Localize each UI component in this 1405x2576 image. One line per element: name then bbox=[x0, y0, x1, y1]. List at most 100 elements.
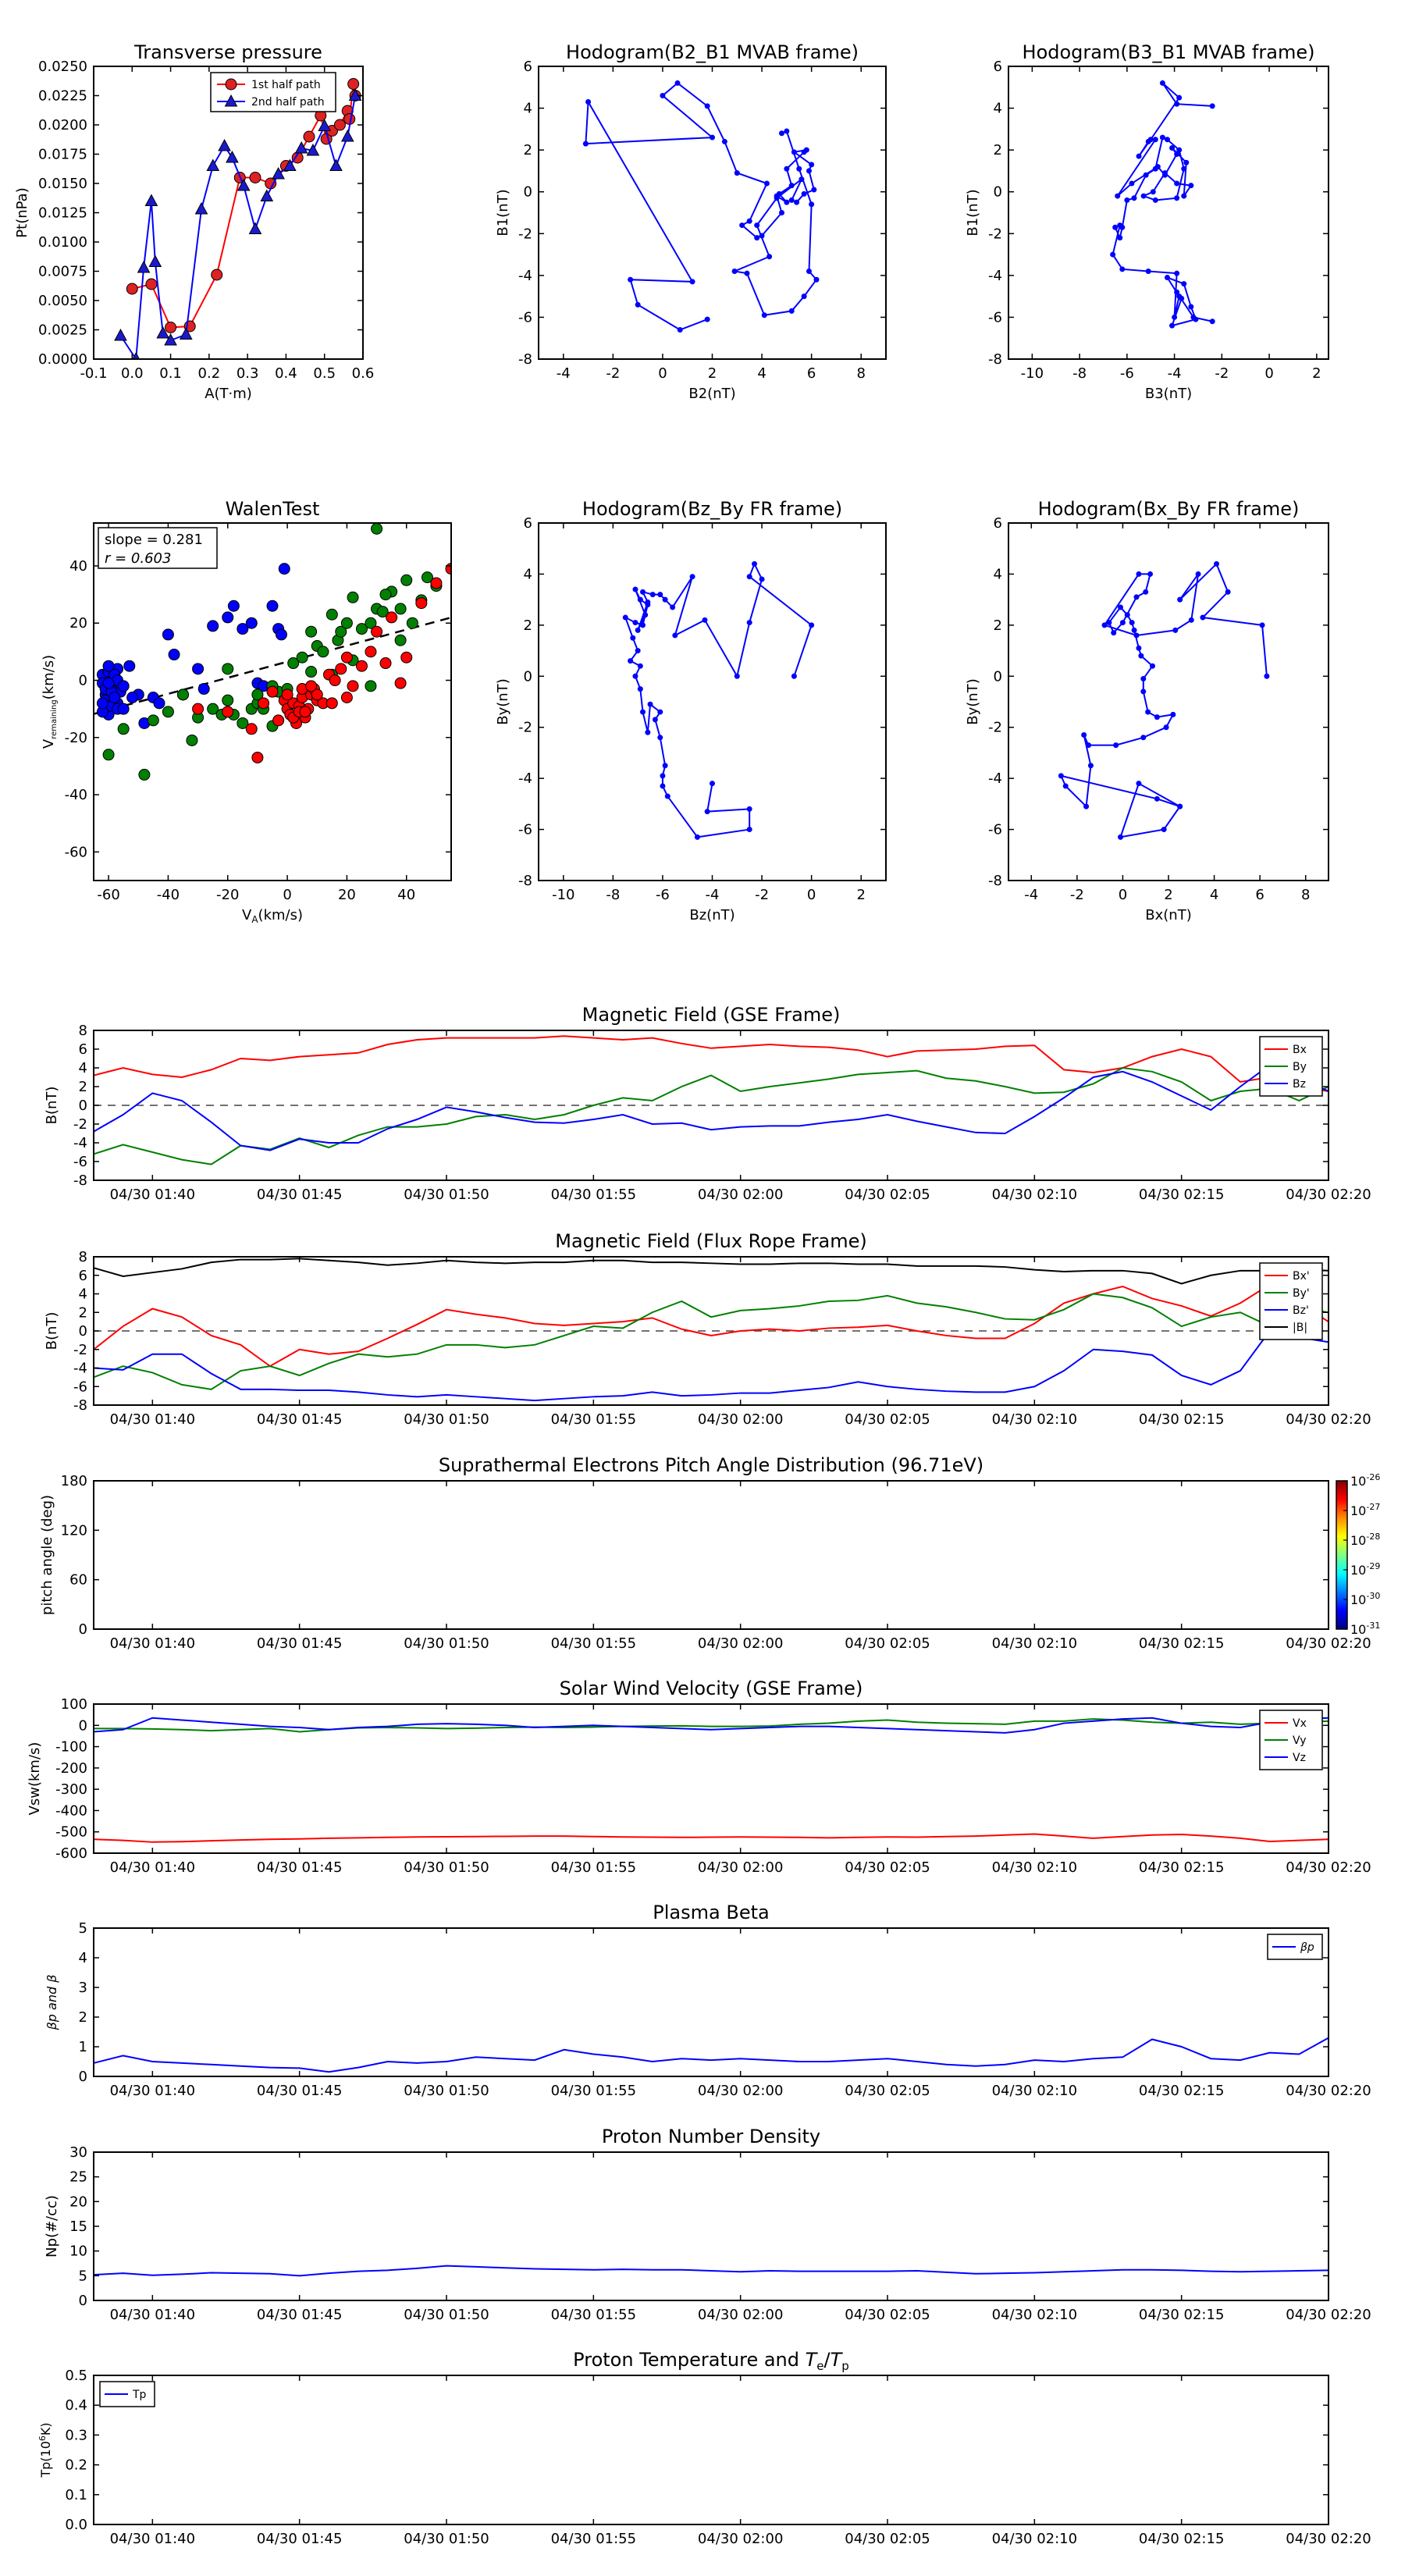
hod4-point bbox=[1111, 630, 1117, 636]
walen-point bbox=[102, 677, 115, 689]
tp-xtick-label: 04/30 01:55 bbox=[551, 2531, 636, 2547]
hod3-point bbox=[657, 592, 663, 598]
walen-point bbox=[237, 717, 249, 729]
walen-title: WalenTest bbox=[226, 498, 320, 520]
panel-mag_gse: Magnetic Field (GSE Frame) 04/30 01:40 04/… bbox=[44, 1004, 1371, 1203]
hod4-xtick-label: 2 bbox=[1164, 887, 1172, 903]
pad-colorbar-label-exp: -27 bbox=[1366, 1502, 1380, 1512]
hod3-ytick-label: 2 bbox=[524, 617, 532, 634]
tp-title-slash: / bbox=[824, 2349, 831, 2371]
np-series-Np bbox=[94, 2265, 1329, 2277]
hod1-point bbox=[734, 170, 740, 176]
hod3-point bbox=[645, 729, 651, 735]
walen-point bbox=[192, 703, 205, 715]
beta-frame bbox=[93, 1927, 1329, 2077]
hod4-point bbox=[1259, 622, 1265, 628]
pad-colorbar-label: 10-26 bbox=[1350, 1472, 1380, 1489]
hod4-point bbox=[1086, 742, 1091, 749]
mag_gse-legend-label: Bz bbox=[1293, 1078, 1306, 1091]
hod2-point bbox=[1176, 147, 1183, 153]
np-frame bbox=[93, 2151, 1329, 2301]
hod2-xtick-label: -4 bbox=[1168, 365, 1182, 382]
walen-point bbox=[272, 714, 285, 727]
hod1-xtick-label: 4 bbox=[757, 365, 766, 382]
hod3-point bbox=[672, 632, 678, 639]
hod4-point bbox=[1170, 711, 1176, 717]
panel-vsw: Solar Wind Velocity (GSE Frame) 04/30 01:… bbox=[27, 1678, 1371, 1876]
panel-pad: Suprathermal Electrons Pitch Angle Distr… bbox=[39, 1454, 1380, 1652]
hod4-point bbox=[1124, 612, 1130, 618]
hod2-point bbox=[1183, 159, 1190, 165]
tp-title-t1: T bbox=[806, 2349, 819, 2371]
mag_fr-ytick-label: 0 bbox=[79, 1323, 87, 1340]
pad-colorbar-label-exp: -31 bbox=[1366, 1621, 1380, 1631]
tp-point bbox=[249, 172, 261, 183]
pad-xtick-label: 04/30 01:55 bbox=[551, 1635, 636, 1652]
mag_fr-xtick-label: 04/30 01:50 bbox=[404, 1411, 489, 1428]
hod3-xtick-label: -6 bbox=[656, 887, 670, 903]
hod1-xlabel: B2(nT) bbox=[688, 386, 735, 402]
panel-beta: Plasma Beta 04/30 01:40 04/30 01:45 04/30 0… bbox=[44, 1902, 1371, 2099]
vsw-legend-label: Vz bbox=[1293, 1752, 1306, 1764]
hod2-xtick-label: 0 bbox=[1264, 365, 1273, 382]
tp-xtick-label: 0.0 bbox=[121, 365, 144, 382]
pad-xtick-label: 04/30 02:00 bbox=[698, 1635, 783, 1652]
tp-ytick-label: 0.0175 bbox=[38, 147, 87, 163]
hod4-ytick-label: 4 bbox=[994, 566, 1002, 582]
hod1-ytick-label: 6 bbox=[524, 59, 532, 75]
hod2-ylabel: B1(nT) bbox=[965, 189, 981, 236]
walen-xlabel-main: V bbox=[242, 907, 252, 923]
hod4-xtick-label: 0 bbox=[1119, 887, 1127, 903]
mag_fr-ytick-label: -2 bbox=[73, 1342, 87, 1358]
hod3-point bbox=[632, 586, 638, 592]
beta-xtick-label: 04/30 01:55 bbox=[551, 2083, 636, 2099]
walen-ytick-label: -60 bbox=[65, 844, 87, 860]
tp-xtick-label: 0.5 bbox=[313, 365, 336, 382]
tp-xtick-label: 04/30 01:40 bbox=[110, 2531, 195, 2547]
tp-ytick-label: 0.0000 bbox=[38, 351, 87, 368]
pad-xtick-label: 04/30 01:50 bbox=[404, 1635, 489, 1652]
vsw-title: Solar Wind Velocity (GSE Frame) bbox=[560, 1678, 863, 1699]
walen-xlabel-sub: A bbox=[251, 914, 258, 925]
mag_fr-legend-label: By' bbox=[1293, 1287, 1310, 1300]
mag_gse-ytick-label: -2 bbox=[73, 1116, 87, 1133]
hod2-point bbox=[1150, 189, 1156, 195]
tp-ytick-label: 0.0225 bbox=[38, 88, 87, 105]
hod1-point bbox=[776, 190, 782, 197]
vsw-xtick-label: 04/30 01:55 bbox=[551, 1859, 636, 1876]
hod4-plot-area bbox=[1058, 560, 1270, 840]
hod2-frame bbox=[1008, 66, 1329, 360]
beta-xtick-label: 04/30 02:10 bbox=[992, 2083, 1077, 2099]
tp-point bbox=[137, 260, 151, 273]
mag_gse-series-By bbox=[94, 1066, 1329, 1165]
mag_gse-xtick-label: 04/30 02:00 bbox=[698, 1187, 783, 1203]
mag_fr-xtick-label: 04/30 01:45 bbox=[257, 1411, 342, 1428]
mag_fr-title: Magnetic Field (Flux Rope Frame) bbox=[555, 1230, 866, 1252]
np-ytick-label: 5 bbox=[79, 2268, 87, 2284]
np-xtick-label: 04/30 02:10 bbox=[992, 2307, 1077, 2323]
hod4-point bbox=[1058, 773, 1064, 779]
hod1-ytick-label: 0 bbox=[524, 184, 532, 201]
vsw-xtick-label: 04/30 02:10 bbox=[992, 1859, 1077, 1876]
hod2-point bbox=[1117, 235, 1123, 241]
tp-xtick-label: 04/30 02:00 bbox=[698, 2531, 783, 2547]
hod2-point bbox=[1174, 270, 1180, 276]
tp-ytick-label: 0.2 bbox=[65, 2457, 87, 2474]
hod3-ytick-label: -2 bbox=[518, 720, 532, 736]
tp-ylabel-main: Tp(10 bbox=[38, 2441, 53, 2478]
walen-point bbox=[335, 625, 347, 638]
pad-ytick-label: 120 bbox=[61, 1522, 87, 1539]
vsw-ytick-label: -200 bbox=[55, 1760, 87, 1777]
hod2-point bbox=[1172, 314, 1178, 320]
tp-xtick-label: 04/30 01:45 bbox=[257, 2531, 342, 2547]
tp-ytick-label: 0.0075 bbox=[38, 264, 87, 280]
vsw-ytick-label: -300 bbox=[55, 1781, 87, 1798]
tp-point bbox=[164, 333, 177, 346]
hod4-title: Hodogram(Bx_By FR frame) bbox=[1038, 498, 1300, 520]
tp-xlabel: A(T·m) bbox=[205, 386, 252, 402]
pad-colorbar-label: 10-29 bbox=[1350, 1561, 1380, 1578]
tp-point bbox=[144, 194, 158, 206]
pad-xtick-label: 04/30 02:05 bbox=[845, 1635, 930, 1652]
beta-xtick-label: 04/30 02:20 bbox=[1286, 2083, 1371, 2099]
hod4-point bbox=[1195, 571, 1201, 577]
